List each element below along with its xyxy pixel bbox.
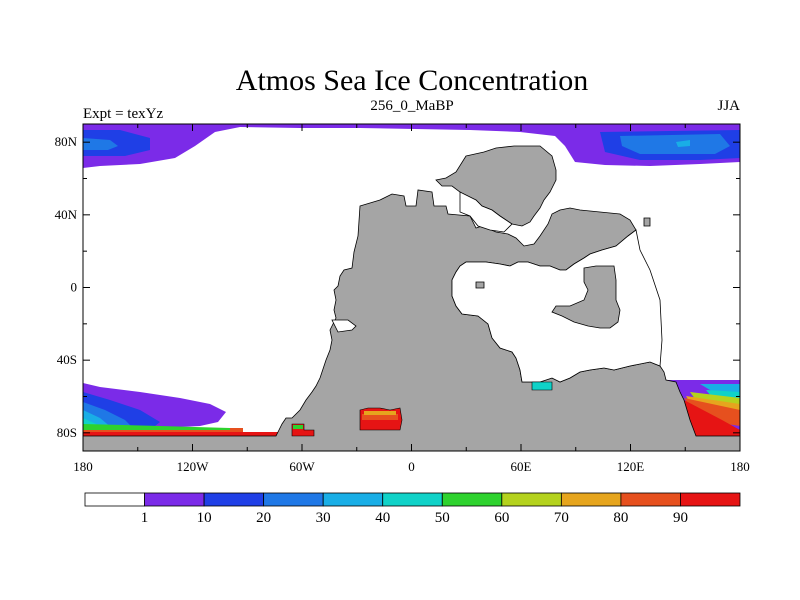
lon-tick-label: 120W <box>177 459 210 474</box>
colorbar-label: 50 <box>435 510 450 526</box>
arctic-ice-west-30 <box>83 138 118 150</box>
lon-tick-label: 180 <box>73 459 93 474</box>
land-small-2-overlay <box>475 281 485 289</box>
lat-tick-label: 80N <box>55 134 78 149</box>
lat-tick-label: 40N <box>55 207 78 222</box>
colorbar-swatch <box>501 492 562 507</box>
colorbar-swatch <box>620 492 681 507</box>
land-small-1 <box>643 217 651 227</box>
colorbar-swatch <box>263 492 324 507</box>
bay-north <box>459 191 513 233</box>
colorbar-swatch <box>441 492 503 507</box>
colorbar-swatch <box>203 492 265 507</box>
experiment-label: Expt = texYz <box>83 106 163 122</box>
ice-patch-60e-overlay <box>531 381 553 391</box>
map-panel: 80N 40N 0 40S 80S 180 120W 60W 0 60E 120E 180 <box>55 123 750 474</box>
arctic-ice-east-40 <box>676 140 690 147</box>
colorbar-label: 10 <box>197 510 212 526</box>
lat-tick-label: 0 <box>71 280 78 295</box>
lon-tick-label: 60E <box>511 459 532 474</box>
colorbar-swatch <box>84 492 145 507</box>
lat-tick-label: 40S <box>57 352 77 367</box>
ice-patch-weddell-overlay-80 <box>362 414 398 420</box>
lon-tick-label: 60W <box>289 459 315 474</box>
colorbar-swatch <box>144 492 205 507</box>
colorbar-label: 70 <box>554 510 569 526</box>
longitude-axis: 180 120W 60W 0 60E 120E 180 <box>73 124 750 474</box>
colorbar-label: 40 <box>375 510 390 526</box>
colorbar-swatch <box>382 492 443 507</box>
antarctic-ice-west-edge-60 <box>83 424 230 430</box>
ice-patch-60w-overlay-green <box>293 425 303 429</box>
season-label: JJA <box>717 98 740 114</box>
colorbar-label: 60 <box>494 510 509 526</box>
colorbar-swatch <box>322 492 384 507</box>
bay-west <box>331 319 357 333</box>
colorbar-label: 20 <box>256 510 271 526</box>
lon-tick-label: 120E <box>617 459 645 474</box>
colorbar-label: 1 <box>141 510 149 526</box>
colorbar: 1 10 20 30 40 50 60 70 80 90 <box>84 492 741 526</box>
colorbar-label: 90 <box>673 510 688 526</box>
colorbar-swatch <box>680 492 741 507</box>
colorbar-swatch <box>560 492 622 507</box>
arctic-ice-east-30 <box>620 134 730 154</box>
lon-tick-label: 180 <box>730 459 750 474</box>
latitude-axis: 80N 40N 0 40S 80S <box>55 134 740 440</box>
land-east-island-overlay <box>551 265 621 329</box>
land-north <box>435 145 557 227</box>
colorbar-label: 30 <box>316 510 331 526</box>
antarctic-ice-east-90 <box>684 400 740 436</box>
figure-title: Atmos Sea Ice Concentration <box>236 64 588 97</box>
antarctic-ice-west-edge-90 <box>83 432 283 436</box>
lon-tick-label: 0 <box>408 459 415 474</box>
colorbar-label: 80 <box>613 510 628 526</box>
ice-patch-weddell-overlay-70 <box>364 411 396 415</box>
period-label: 256_0_MaBP <box>370 98 453 114</box>
lat-tick-label: 80S <box>57 425 77 440</box>
arctic-ice-west <box>83 124 740 168</box>
antarctic-ice-east-80 <box>684 398 740 426</box>
